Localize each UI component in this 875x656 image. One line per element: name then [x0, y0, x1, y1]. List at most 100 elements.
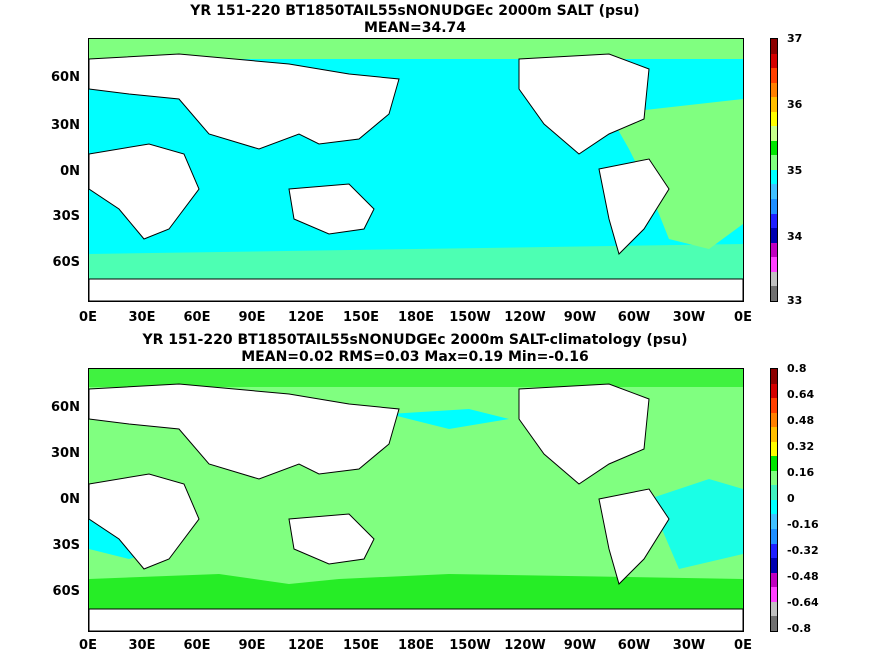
- panel1-lon-label: 30E: [128, 310, 156, 325]
- colorbar-segment: [771, 242, 777, 258]
- colorbar-segment: [771, 412, 777, 428]
- colorbar-segment: [771, 97, 777, 112]
- continents: [89, 383, 743, 631]
- panel2-colorbar-label: 0.48: [787, 414, 815, 427]
- colorbar-segment: [771, 499, 777, 515]
- panel1-lon-label: 60W: [617, 310, 651, 325]
- panel1-lon-label: 150W: [449, 310, 491, 325]
- continents: [89, 53, 743, 301]
- south-america: [598, 158, 670, 255]
- panel2-colorbar: [770, 368, 778, 632]
- colorbar-segment: [771, 369, 777, 384]
- panel2-lon-label: 0E: [734, 638, 752, 653]
- colorbar-segment: [771, 271, 777, 287]
- panel1-lon-label: 30W: [672, 310, 706, 325]
- panel2-lon-label: 30E: [128, 638, 156, 653]
- panel2-colorbar-label: -0.64: [787, 596, 819, 609]
- colorbar-segment: [771, 184, 777, 200]
- panel1-lat-label: 0N: [60, 164, 80, 179]
- colorbar-segment: [771, 169, 777, 185]
- panel1-colorbar-label: 36: [787, 98, 803, 111]
- colorbar-segment: [771, 155, 777, 170]
- colorbar-segment: [771, 286, 777, 301]
- colorbar-segment: [771, 441, 777, 457]
- panel2-lon-label: 30W: [672, 638, 706, 653]
- panel2-lon-label: 0E: [79, 638, 97, 653]
- africa: [89, 143, 200, 240]
- panel1-lon-label: 180E: [397, 310, 435, 325]
- colorbar-segment: [771, 529, 777, 544]
- panel2-lon-label: 90W: [563, 638, 597, 653]
- panel2-lat-label: 60S: [52, 584, 80, 599]
- panel2-lat-label: 60N: [51, 400, 80, 415]
- colorbar-segment: [771, 53, 777, 69]
- colorbar-segment: [771, 470, 777, 486]
- eurasia: [89, 383, 400, 480]
- panel1-colorbar-label: 34: [787, 230, 803, 243]
- panel2-colorbar-label: -0.8: [787, 622, 812, 635]
- colorbar-segment: [771, 558, 777, 573]
- panel1-colorbar: [770, 38, 778, 302]
- panel1-lon-label: 0E: [79, 310, 97, 325]
- panel2-lat-label: 0N: [60, 492, 80, 507]
- colorbar-segment: [771, 427, 777, 442]
- colorbar-segment: [771, 257, 777, 272]
- panel2-lon-label: 150W: [449, 638, 491, 653]
- panel1-title: YR 151-220 BT1850TAIL55sNONUDGEc 2000m S…: [190, 3, 640, 19]
- panel1-map: [88, 38, 744, 302]
- arctic-region: [89, 39, 743, 59]
- colorbar-segment: [771, 68, 777, 83]
- southern-green-band: [89, 574, 743, 609]
- colorbar-segment: [771, 587, 777, 602]
- north-america: [518, 53, 650, 155]
- panel1-lon-label: 120W: [504, 310, 546, 325]
- colorbar-segment: [771, 383, 777, 399]
- panel2-lat-label: 30N: [51, 446, 80, 461]
- cyan-patch: [389, 409, 509, 429]
- panel1-map-svg: [89, 39, 743, 301]
- antarctica: [89, 608, 743, 631]
- colorbar-segment: [771, 199, 777, 214]
- panel1-lon-label: 90E: [238, 310, 266, 325]
- panel2-lon-label: 120W: [504, 638, 546, 653]
- panel1-colorbar-label: 33: [787, 294, 803, 307]
- panel2-colorbar-label: 0.8: [787, 362, 807, 375]
- panel2-colorbar-label: 0: [787, 492, 795, 505]
- panel2-colorbar-label: -0.32: [787, 544, 819, 557]
- colorbar-segment: [771, 543, 777, 559]
- north-america: [518, 383, 650, 485]
- panel1-lat-label: 30S: [52, 209, 80, 224]
- panel2-colorbar-label: 0.32: [787, 440, 815, 453]
- colorbar-segment: [771, 213, 777, 229]
- colorbar-segment: [771, 398, 777, 413]
- colorbar-segment: [771, 228, 777, 243]
- panel1-lon-label: 0E: [734, 310, 752, 325]
- colorbar-segment: [771, 140, 777, 156]
- panel1-lat-label: 60S: [52, 255, 80, 270]
- colorbar-segment: [771, 39, 777, 54]
- colorbar-segment: [771, 126, 777, 141]
- panel2-stats: MEAN=0.02 RMS=0.03 Max=0.19 Min=-0.16: [241, 349, 589, 365]
- panel2-colorbar-label: 0.16: [787, 466, 815, 479]
- cyan-patch: [649, 479, 743, 569]
- panel2-colorbar-label: 0.64: [787, 388, 815, 401]
- panel1-lon-label: 150E: [342, 310, 380, 325]
- panel1-lat-label: 30N: [51, 118, 80, 133]
- colorbar-segment: [771, 601, 777, 617]
- panel1-lon-label: 90W: [563, 310, 597, 325]
- colorbar-segment: [771, 514, 777, 530]
- colorbar-segment: [771, 111, 777, 127]
- southern-ocean-region: [89, 244, 743, 279]
- colorbar-segment: [771, 572, 777, 588]
- panel2-lon-label: 120E: [287, 638, 325, 653]
- arctic-region: [89, 369, 743, 387]
- eurasia: [89, 53, 400, 150]
- panel2-lon-label: 60W: [617, 638, 651, 653]
- panel1-colorbar-label: 35: [787, 164, 803, 177]
- panel2-map: [88, 368, 744, 632]
- australia: [288, 513, 375, 565]
- panel1-colorbar-label: 37: [787, 32, 803, 45]
- panel1-lat-label: 60N: [51, 70, 80, 85]
- antarctica: [89, 278, 743, 301]
- africa: [89, 473, 200, 570]
